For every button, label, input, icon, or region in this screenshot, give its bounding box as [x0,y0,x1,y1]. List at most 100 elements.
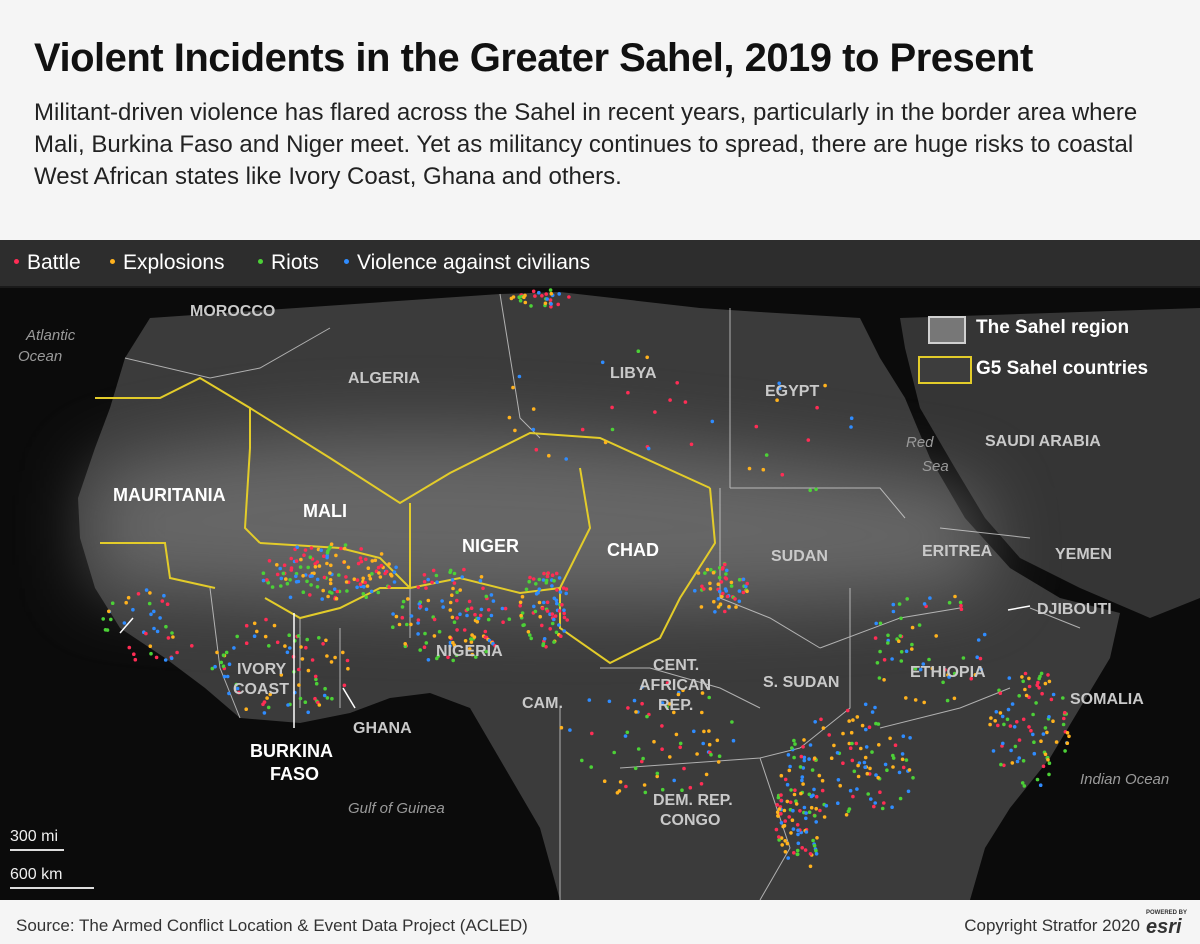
incident-dot [1041,764,1046,769]
incident-dot [285,581,290,586]
incident-dot [787,768,792,773]
incident-dot [545,600,550,605]
footer: Source: The Armed Conflict Location & Ev… [0,900,1200,944]
incident-dot [265,696,269,700]
incident-dot [782,808,787,813]
incident-dot [450,578,455,582]
incident-dot [812,843,817,848]
incident-dot [451,640,455,645]
incident-dot [561,586,566,590]
incident-dot [330,696,334,701]
incident-dot [790,746,794,750]
incident-dot [219,660,224,665]
incident-dot [587,698,592,702]
incident-dot [222,674,227,679]
incident-dot [795,848,800,853]
incident-dot [812,756,817,760]
map[interactable]: MOROCCO ALGERIA LIBYA EGYPT SAUDI ARABIA… [0,288,1200,900]
incident-dot [517,295,521,299]
incident-dot [132,652,136,656]
label-ghana: GHANA [353,720,412,737]
incident-dot [278,566,283,571]
incident-dot [391,625,395,629]
legend-item-violence-civilians: Violence against civilians [344,250,590,276]
incident-dot [416,585,421,590]
incident-dot [355,585,359,590]
incident-dot [455,628,459,632]
label-saudi-arabia: SAUDI ARABIA [985,433,1101,450]
incident-dot [800,778,804,783]
incident-dot [294,559,299,563]
incident-dot [403,642,408,646]
incident-dot [655,774,659,779]
incident-dot [337,573,341,577]
incident-dot [484,649,489,654]
incident-dot [786,856,790,860]
incident-dot [346,565,351,570]
incident-dot [235,686,240,691]
incident-dot [405,622,409,627]
label-somalia: SOMALIA [1070,691,1144,708]
incident-dot [266,580,271,585]
incident-dot [802,738,806,742]
incident-dot [870,710,875,714]
incident-dot [282,563,287,567]
incident-dot [227,662,232,666]
incident-dot [808,864,813,869]
incident-dot [959,607,964,611]
incident-dot [469,637,473,641]
incident-dot [626,390,630,395]
incident-dot [479,607,484,612]
incident-dot [321,642,325,646]
incident-dot [107,609,111,614]
label-ethiopia: ETHIOPIA [910,664,986,681]
incident-dot [891,609,896,614]
incident-dot [618,780,623,784]
incident-dot [1061,696,1065,700]
incident-dot [324,638,328,643]
incident-dot [824,803,829,808]
incident-dot [266,705,271,710]
incident-dot [400,615,405,620]
incident-dot [503,606,508,611]
incident-dot [345,658,350,663]
incident-dot [406,597,410,601]
incident-dot [683,400,688,404]
incident-dot [526,630,531,634]
incident-dot [724,572,728,576]
incident-dot [287,633,292,637]
incident-dot [341,650,345,655]
incident-dot [913,698,918,702]
incident-dot [479,575,484,579]
incident-dot [555,588,559,592]
incident-dot [709,752,713,757]
incident-dot [777,807,782,811]
incident-dot [303,548,308,552]
incident-dot [688,785,693,790]
incident-dot [958,600,963,605]
incident-dot [668,398,672,402]
incident-dot [1010,761,1015,765]
incident-dot [409,622,413,627]
incident-dot [533,609,538,614]
incident-dot [315,560,320,564]
incident-dot [328,571,332,575]
incident-dot [652,739,656,744]
incident-dot [319,548,324,553]
incident-dot [422,645,427,649]
incident-dot [416,621,420,625]
incident-dot [519,613,523,618]
incident-dot [779,793,783,797]
incident-dot [790,818,795,822]
incident-dot [554,630,559,635]
incident-dot [467,647,472,651]
incident-dot [559,725,564,730]
incident-dot [820,788,825,793]
incident-dot [1015,720,1019,724]
incident-dot [723,562,727,567]
incident-dot [952,696,957,701]
incident-dot [552,579,556,583]
incident-dot [999,762,1003,767]
incident-dot [804,830,809,834]
label-chad: CHAD [607,540,659,560]
